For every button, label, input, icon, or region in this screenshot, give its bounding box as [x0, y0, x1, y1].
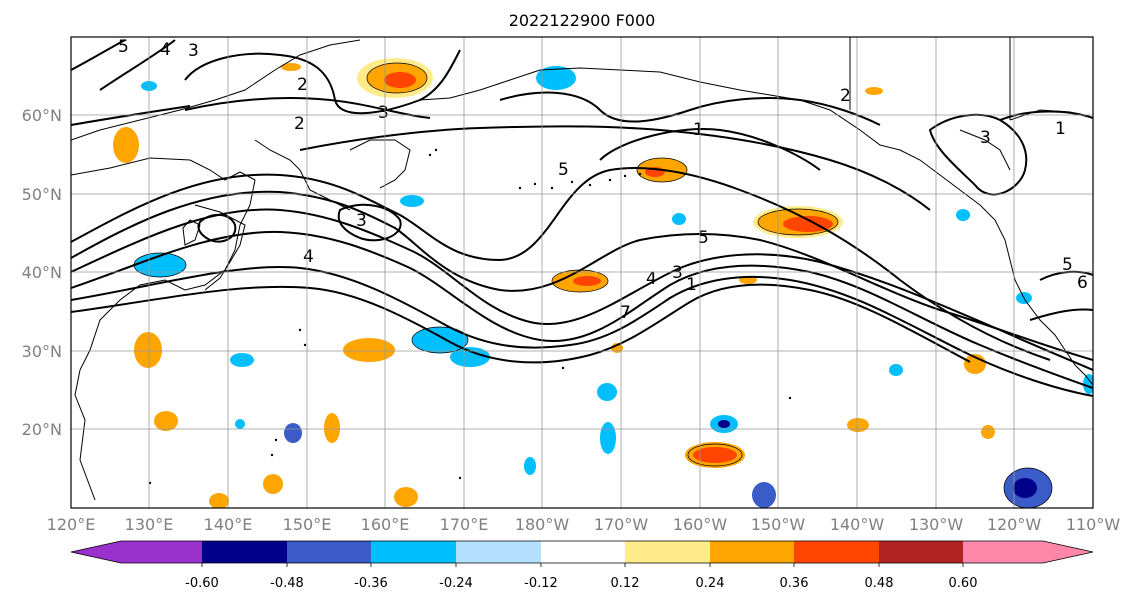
- colorbar-segment: [287, 541, 371, 563]
- contour-labels: 5 4 3 2 2 3 5 5 4 3 1 2 1 1 3 4 3 5 6 7: [118, 37, 1088, 323]
- colorbar-tick-label: 0.48: [865, 576, 894, 591]
- lon-label: 130°E: [125, 515, 174, 534]
- colorbar-tick-label: 0.60: [949, 576, 978, 591]
- lon-label: 160°W: [673, 515, 728, 534]
- lon-label: 120°W: [987, 515, 1042, 534]
- lat-label: 30°N: [22, 342, 62, 361]
- contour-label: 3: [980, 128, 991, 148]
- lon-label: 170°E: [440, 515, 489, 534]
- colorbar-outline: [70, 540, 1094, 564]
- lon-label: 170°W: [594, 515, 649, 534]
- lon-label: 130°W: [909, 515, 964, 534]
- contour-label: 4: [303, 247, 314, 267]
- coastlines: [71, 37, 1093, 501]
- colorbar-tick-label: -0.48: [270, 576, 304, 591]
- colorbar-tick-label: 0.12: [611, 576, 640, 591]
- colorbar-segment: [710, 541, 794, 563]
- contour-label: 4: [160, 40, 171, 60]
- contour-label: 3: [378, 103, 389, 123]
- contour-label: 2: [840, 86, 851, 106]
- lon-label: 180°W: [515, 515, 570, 534]
- colorbar-segment: [625, 541, 710, 563]
- lon-label: 150°E: [283, 515, 332, 534]
- lat-label: 20°N: [22, 420, 62, 439]
- contour-label: 5: [118, 37, 129, 57]
- lon-label: 150°W: [751, 515, 806, 534]
- lon-label: 120°E: [47, 515, 96, 534]
- contour-label: 1: [1055, 119, 1066, 139]
- negative-anomaly-shading: [134, 66, 1093, 508]
- contour-label: 3: [672, 263, 683, 283]
- colorbar-extend-max: [1043, 541, 1093, 563]
- contour-label: 4: [646, 269, 657, 289]
- colorbar-tick-label: -0.36: [354, 576, 388, 591]
- colorbar-segment: [456, 541, 541, 563]
- lat-label: 40°N: [22, 263, 62, 282]
- map-content: 5 4 3 2 2 3 5 5 4 3 1 2 1 1 3 4 3 5 6 7: [71, 37, 1093, 508]
- contour-label: 2: [297, 75, 308, 95]
- colorbar-tick-label: 0.36: [780, 576, 809, 591]
- contour-label: 5: [1062, 255, 1073, 275]
- colorbar: [70, 540, 1094, 567]
- colorbar-segment: [371, 541, 456, 563]
- colorbar-tick-label: -0.60: [185, 576, 219, 591]
- contour-lines: [71, 39, 1093, 397]
- colorbar-tick-label: 0.24: [696, 576, 725, 591]
- contour-label: 6: [1077, 273, 1088, 293]
- lon-label: 140°W: [830, 515, 885, 534]
- lat-label: 50°N: [22, 185, 62, 204]
- colorbar-segment: [963, 541, 1043, 563]
- contour-label: 3: [188, 41, 199, 61]
- lon-label: 110°W: [1066, 515, 1121, 534]
- colorbar-segment: [879, 541, 963, 563]
- contour-label: 3: [356, 211, 367, 231]
- colorbar-segment: [121, 541, 202, 563]
- colorbar-segment: [541, 541, 625, 563]
- latitude-labels: 60°N 50°N 40°N 30°N 20°N: [22, 106, 62, 439]
- lon-label: 140°E: [204, 515, 253, 534]
- colorbar-extend-min: [71, 541, 121, 563]
- contour-label: 1: [686, 275, 697, 295]
- colorbar-tick-label: -0.24: [439, 576, 473, 591]
- contour-label: 1: [693, 120, 704, 140]
- map-frame: [70, 36, 1094, 509]
- colorbar-segment: [202, 541, 287, 563]
- aleutian-islands: [148, 148, 792, 485]
- contour-label: 5: [558, 160, 569, 180]
- contour-label: 7: [620, 303, 631, 323]
- colorbar-segment: [794, 541, 879, 563]
- lat-label: 60°N: [22, 106, 62, 125]
- longitude-labels: 120°E 130°E 140°E 150°E 160°E 170°E 180°…: [47, 515, 1121, 534]
- lon-label: 160°E: [361, 515, 410, 534]
- contour-label: 5: [698, 228, 709, 248]
- colorbar-tick-labels: -0.60 -0.48 -0.36 -0.24 -0.12 0.12 0.24 …: [185, 576, 977, 591]
- gridlines: [71, 37, 1093, 508]
- contour-label: 2: [294, 114, 305, 134]
- colorbar-tick-label: -0.12: [524, 576, 558, 591]
- map-title: 2022122900 F000: [509, 11, 656, 30]
- positive-anomaly-shading: [113, 58, 995, 508]
